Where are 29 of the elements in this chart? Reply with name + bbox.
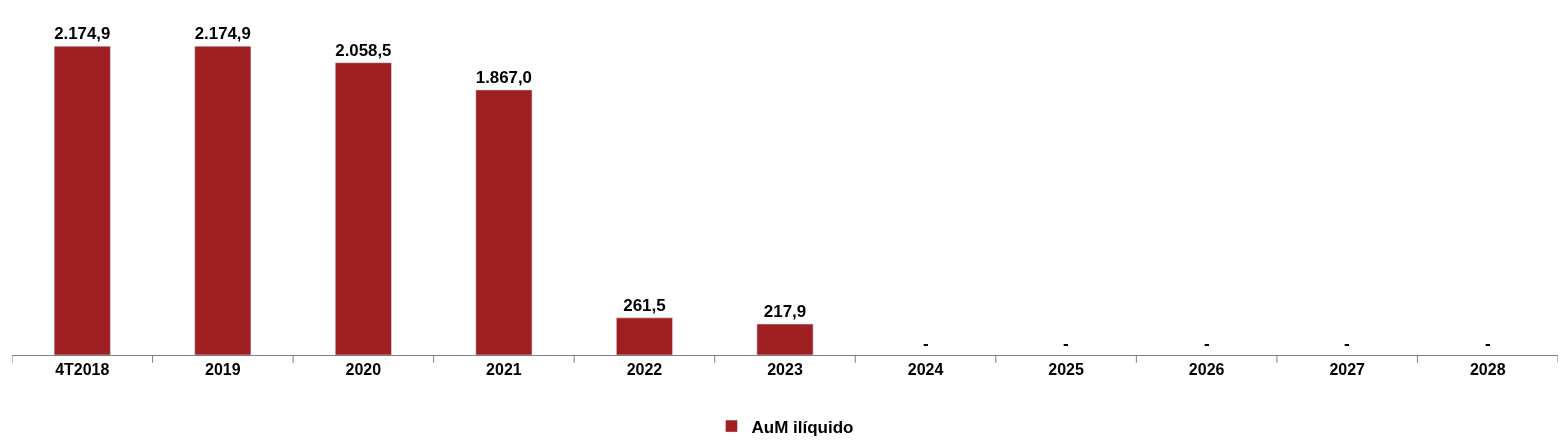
data-label: 1.867,0: [475, 67, 532, 87]
x-tick-label: 2025: [1048, 361, 1084, 379]
data-label: 2.058,5: [335, 40, 392, 60]
bar: [475, 89, 533, 355]
bar: [194, 45, 252, 355]
bar: [335, 62, 392, 355]
x-tick-label: 2022: [626, 361, 663, 379]
bar: [756, 323, 814, 355]
data-label: 261,5: [623, 295, 666, 315]
text: -: [1344, 334, 1350, 353]
x-tick-label: 2021: [486, 361, 522, 379]
x-tick-label: 2023: [767, 361, 803, 379]
text: -: [1485, 334, 1491, 353]
x-tick-label: 2027: [1329, 361, 1366, 379]
bar: [53, 45, 111, 355]
text: -: [923, 334, 929, 353]
x-tick-label: 2019: [205, 361, 241, 379]
data-label: 2.174,9: [54, 24, 111, 44]
x-tick-label: 2024: [907, 361, 944, 379]
data-label: 217,9: [763, 302, 807, 322]
x-tick-label: 2028: [1469, 361, 1506, 379]
x-tick-label: 4T2018: [55, 361, 110, 379]
x-tick-label: 2020: [345, 361, 382, 379]
text: -: [1204, 334, 1210, 353]
bar: [616, 317, 673, 355]
text: -: [1063, 334, 1069, 353]
x-tick-label: 2026: [1188, 361, 1225, 379]
data-label: 2.174,9: [194, 24, 251, 44]
legend-label: AuM ilíquido: [751, 417, 854, 437]
